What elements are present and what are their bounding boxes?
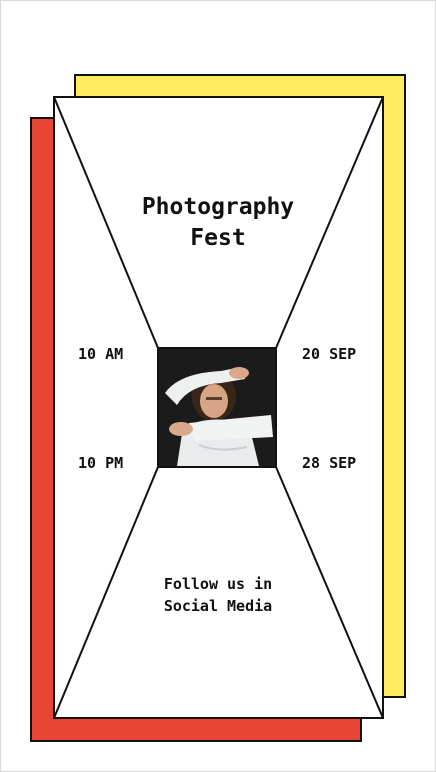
follow-line-2: Social Media: [163, 597, 273, 615]
title-line-2: Fest: [190, 225, 246, 251]
start-time: 10 AM: [78, 345, 124, 363]
title-line-1: Photography: [141, 194, 295, 220]
end-time: 10 PM: [78, 454, 124, 472]
portrait-photo-icon: [159, 349, 275, 466]
diagonal-bottom-right: [275, 466, 384, 719]
event-title: Photography Fest: [100, 192, 336, 254]
portrait-photo: [157, 347, 277, 468]
diagonal-top-right: [275, 96, 384, 349]
start-date: 20 SEP: [302, 345, 357, 363]
end-date: 28 SEP: [302, 454, 357, 472]
diagonal-top-left: [53, 96, 159, 349]
diagonal-bottom-left: [53, 466, 159, 719]
social-media-note: Follow us in Social Media: [110, 573, 326, 617]
follow-line-1: Follow us in: [163, 575, 273, 593]
